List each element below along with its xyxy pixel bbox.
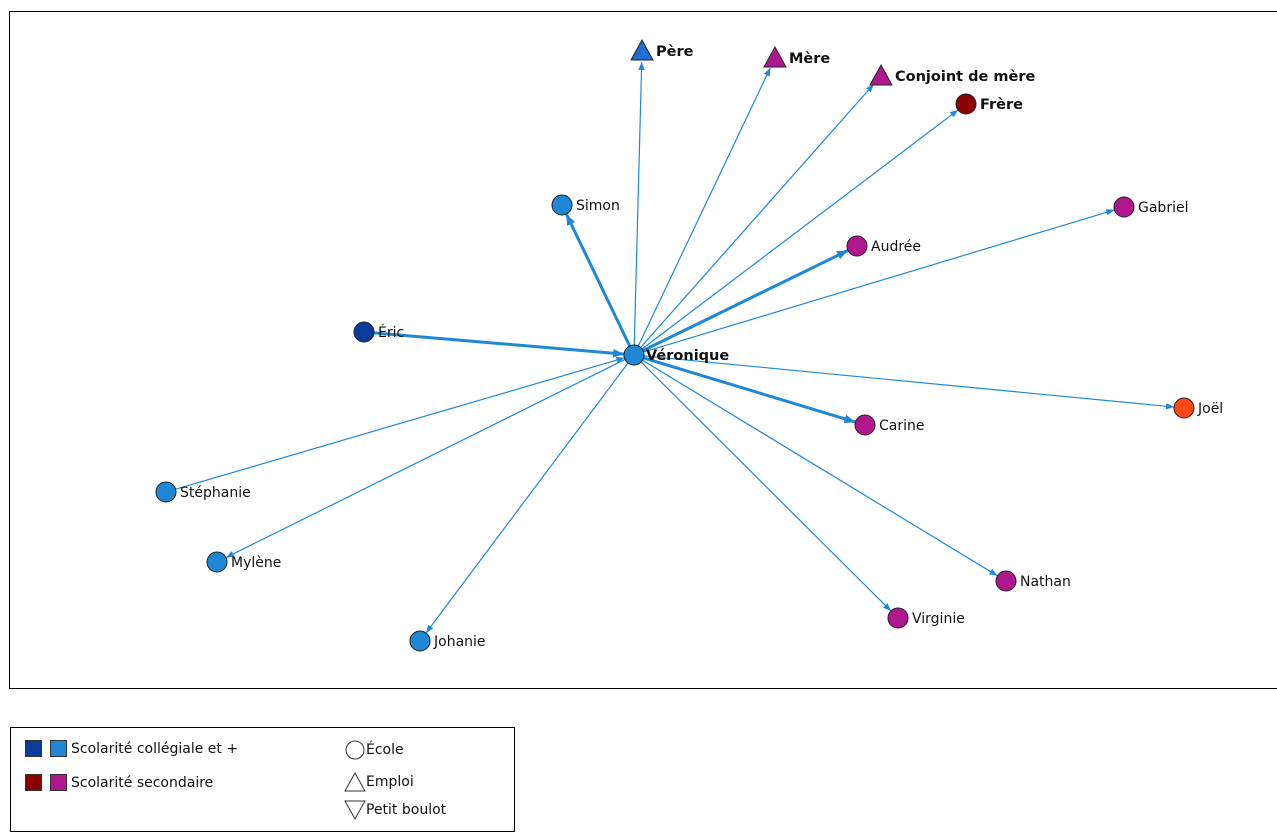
node-marker[interactable] — [353, 321, 375, 343]
node-pere[interactable]: Père — [630, 38, 694, 61]
legend-label: Scolarité secondaire — [71, 774, 214, 791]
node-stephanie[interactable]: Stéphanie — [155, 481, 251, 503]
node-label: Mylène — [231, 555, 281, 571]
legend-swatch-light — [50, 740, 67, 757]
legend-entry-college: Scolarité collégiale et + — [25, 740, 238, 757]
edge-veronique-pere — [633, 61, 645, 346]
node-carine[interactable]: Carine — [854, 414, 925, 436]
node-marker[interactable] — [551, 194, 573, 216]
node-label: Stéphanie — [180, 485, 251, 501]
node-marker[interactable] — [630, 38, 654, 61]
legend-swatch-dark — [25, 774, 42, 791]
nodes-layer: Véronique Père Mère Conjoint de mère Frère Si… — [155, 38, 1223, 652]
circle-icon — [345, 740, 365, 760]
node-mylene[interactable]: Mylène — [206, 551, 281, 573]
triangle-down-icon — [344, 800, 366, 820]
edge-veronique-mere — [637, 67, 771, 347]
node-marker[interactable] — [763, 45, 787, 68]
edge-veronique-gabriel — [643, 209, 1115, 353]
node-joel[interactable]: Joël — [1173, 397, 1223, 419]
node-label: Virginie — [912, 611, 965, 627]
node-label: Carine — [879, 418, 925, 434]
edge-veronique-carine — [643, 356, 856, 424]
node-label: Joël — [1197, 401, 1223, 417]
node-nathan[interactable]: Nathan — [995, 570, 1071, 592]
edge-veronique-conjoint — [640, 83, 875, 348]
node-label: Frère — [980, 97, 1023, 113]
node-audree[interactable]: Audrée — [846, 235, 921, 257]
node-marker[interactable] — [155, 481, 177, 503]
legend-swatch-dark — [25, 740, 42, 757]
edge-eric-veronique — [373, 331, 625, 358]
edge-veronique-frere — [641, 109, 959, 350]
node-marker[interactable] — [409, 630, 431, 652]
triangle-up-icon — [344, 772, 366, 792]
edge-veronique-audree — [642, 249, 849, 352]
node-eric[interactable]: Éric — [353, 321, 404, 343]
node-label: Johanie — [433, 634, 486, 650]
legend: Scolarité collégiale et + Scolarité seco… — [10, 727, 515, 832]
node-label: Audrée — [871, 239, 921, 255]
node-gabriel[interactable]: Gabriel — [1113, 196, 1188, 218]
edge-veronique-johanie — [425, 362, 629, 634]
node-label: Nathan — [1020, 574, 1071, 590]
edge-veronique-mylene — [225, 358, 626, 559]
legend-label: École — [366, 742, 404, 758]
legend-label: Emploi — [366, 774, 414, 790]
edge-veronique-joel — [643, 355, 1175, 410]
node-mere[interactable]: Mère — [763, 45, 830, 68]
node-label: Véronique — [646, 348, 729, 364]
node-marker[interactable] — [1113, 196, 1135, 218]
node-virginie[interactable]: Virginie — [887, 607, 965, 629]
legend-entry-ecole: École — [344, 740, 404, 760]
node-label: Père — [656, 44, 694, 60]
node-label: Simon — [576, 198, 620, 214]
node-veronique[interactable]: Véronique — [623, 344, 729, 366]
node-simon[interactable]: Simon — [551, 194, 620, 216]
edge-stephanie-veronique — [175, 356, 625, 490]
legend-entry-emploi: Emploi — [344, 772, 414, 792]
node-marker[interactable] — [887, 607, 909, 629]
node-label: Mère — [789, 51, 830, 67]
node-label: Éric — [378, 324, 404, 341]
legend-label: Scolarité collégiale et + — [71, 740, 239, 757]
node-marker[interactable] — [1173, 397, 1195, 419]
node-label: Gabriel — [1138, 200, 1188, 216]
node-marker[interactable] — [846, 235, 868, 257]
legend-entry-petit-boulot: Petit boulot — [344, 800, 446, 820]
node-marker[interactable] — [623, 344, 645, 366]
legend-swatch-light — [50, 774, 67, 791]
node-marker[interactable] — [206, 551, 228, 573]
node-marker[interactable] — [995, 570, 1017, 592]
node-label: Conjoint de mère — [895, 69, 1035, 85]
legend-entry-secondaire: Scolarité secondaire — [25, 774, 213, 791]
edge-veronique-nathan — [642, 359, 998, 577]
node-marker[interactable] — [854, 414, 876, 436]
edges-layer — [175, 61, 1175, 634]
legend-label: Petit boulot — [366, 802, 447, 818]
node-marker[interactable] — [955, 93, 977, 115]
edge-veronique-virginie — [640, 361, 892, 612]
node-conjoint[interactable]: Conjoint de mère — [869, 63, 1035, 86]
node-marker[interactable] — [869, 63, 893, 86]
edge-veronique-simon — [564, 213, 632, 347]
node-frere[interactable]: Frère — [955, 93, 1023, 115]
node-johanie[interactable]: Johanie — [409, 630, 486, 652]
